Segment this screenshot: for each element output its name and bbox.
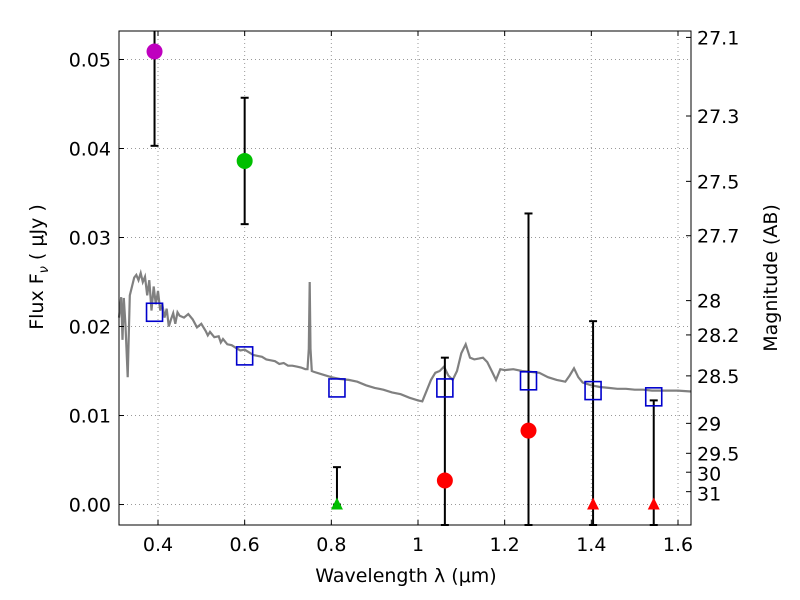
svg-text:Flux Fν( μJy ): Flux Fν ( μJy ) — [26, 204, 52, 330]
upper-limit-triangle-marker — [587, 497, 600, 510]
y-axis-label-sub: ν — [37, 266, 52, 273]
mag-tick-label: 31 — [697, 483, 721, 505]
model-square-marker — [436, 378, 454, 398]
mag-tick-label: 30 — [697, 463, 721, 485]
upper-limit-triangle-marker — [647, 497, 660, 510]
mag-tick-label: 27.3 — [697, 106, 739, 128]
y-axis-label-unit: ( μJy ) — [26, 204, 48, 260]
y-axis-label: Flux Fν ( μJy ) — [26, 204, 52, 330]
x-axis-label: Wavelength λ (μm) — [315, 565, 496, 587]
x-tick-label: 1 — [412, 534, 424, 556]
observed-circle-marker — [436, 472, 453, 489]
right-axis-label: Magnitude (AB) — [760, 204, 782, 352]
y-tick-label: 0.05 — [69, 49, 111, 71]
mag-tick-label: 27.5 — [697, 171, 739, 193]
y-tick-label: 0.03 — [69, 228, 111, 250]
y-tick-label: 0.02 — [69, 317, 111, 339]
model-square-marker — [145, 302, 164, 323]
mag-tick-label: 29 — [697, 413, 721, 435]
model-square-marker — [235, 346, 254, 366]
observed-points — [146, 43, 660, 510]
x-ticks: 0.4 0.6 0.8 1 1.2 1.4 1.6 — [143, 31, 693, 556]
observed-circle-marker — [146, 43, 163, 60]
model-square-marker — [584, 380, 602, 401]
x-tick-label: 0.8 — [316, 534, 346, 556]
plot-frame — [118, 30, 692, 526]
y-tick-label: 0.01 — [69, 406, 111, 428]
errorbars — [150, 31, 658, 526]
mag-tick-label: 27.1 — [697, 27, 739, 49]
observed-circle-marker — [236, 152, 253, 169]
model-square-marker — [519, 371, 538, 391]
x-tick-label: 0.6 — [230, 534, 260, 556]
mag-tick-label: 29.5 — [697, 443, 739, 465]
mag-tick-label: 28.5 — [697, 366, 739, 388]
model-square-marker — [644, 387, 663, 407]
upper-limit-triangle-marker — [330, 497, 343, 510]
y-tick-label: 0.04 — [69, 138, 111, 160]
y-ticks: 0.00 0.01 0.02 0.03 0.04 0.05 — [69, 49, 124, 517]
sed-curve-group — [117, 268, 692, 403]
sed-model-curve — [117, 268, 692, 403]
grid-lines — [119, 31, 691, 525]
observed-circle-marker — [520, 422, 537, 439]
y-tick-label: 0.00 — [69, 495, 111, 517]
x-tick-label: 1.4 — [576, 534, 606, 556]
x-tick-label: 1.6 — [663, 534, 693, 556]
model-square-marker — [328, 378, 346, 398]
mag-tick-label: 28 — [697, 291, 721, 313]
model-points — [145, 302, 663, 407]
mag-tick-label: 27.7 — [697, 226, 739, 248]
x-tick-label: 0.4 — [143, 534, 173, 556]
x-tick-label: 1.2 — [490, 534, 520, 556]
mag-tick-label: 28.2 — [697, 325, 739, 347]
y-axis-label-main: Flux F — [26, 273, 48, 329]
